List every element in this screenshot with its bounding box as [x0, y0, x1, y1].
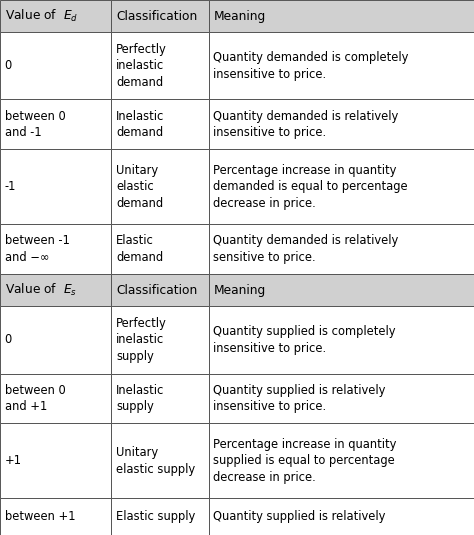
Bar — [111, 274, 209, 306]
Text: 0: 0 — [5, 59, 12, 72]
Bar — [0, 373, 111, 423]
Text: Elastic
demand: Elastic demand — [116, 234, 163, 264]
Bar — [209, 32, 474, 100]
Text: Percentage increase in quantity
supplied is equal to percentage
decrease in pric: Percentage increase in quantity supplied… — [213, 438, 397, 484]
Bar — [111, 100, 209, 149]
Bar — [0, 32, 111, 100]
Text: Quantity demanded is relatively
insensitive to price.: Quantity demanded is relatively insensit… — [213, 110, 399, 139]
Text: Classification: Classification — [116, 284, 197, 296]
Text: Unitary
elastic
demand: Unitary elastic demand — [116, 164, 163, 210]
Bar — [111, 0, 209, 32]
Bar — [0, 224, 111, 274]
Text: +1: +1 — [5, 454, 22, 467]
Text: Percentage increase in quantity
demanded is equal to percentage
decrease in pric: Percentage increase in quantity demanded… — [213, 164, 408, 210]
Bar — [111, 423, 209, 498]
Bar — [0, 100, 111, 149]
Bar — [111, 306, 209, 373]
Text: between 0
and +1: between 0 and +1 — [5, 384, 65, 413]
Text: Quantity demanded is relatively
sensitive to price.: Quantity demanded is relatively sensitiv… — [213, 234, 399, 264]
Text: Value of  $E_d$: Value of $E_d$ — [5, 8, 78, 24]
Text: between -1
and −∞: between -1 and −∞ — [5, 234, 70, 264]
Bar — [209, 274, 474, 306]
Text: Quantity demanded is completely
insensitive to price.: Quantity demanded is completely insensit… — [213, 51, 409, 81]
Bar — [209, 0, 474, 32]
Text: Quantity supplied is completely
insensitive to price.: Quantity supplied is completely insensit… — [213, 325, 396, 355]
Text: Inelastic
supply: Inelastic supply — [116, 384, 164, 413]
Text: Value of  $E_s$: Value of $E_s$ — [5, 282, 77, 298]
Bar — [0, 306, 111, 373]
Text: Elastic supply: Elastic supply — [116, 510, 195, 523]
Bar — [209, 498, 474, 535]
Text: Meaning: Meaning — [213, 284, 265, 296]
Bar — [209, 306, 474, 373]
Text: Classification: Classification — [116, 10, 197, 22]
Bar — [0, 423, 111, 498]
Text: Inelastic
demand: Inelastic demand — [116, 110, 164, 139]
Bar — [209, 373, 474, 423]
Bar — [209, 423, 474, 498]
Text: Quantity supplied is relatively: Quantity supplied is relatively — [213, 510, 386, 523]
Text: between +1: between +1 — [5, 510, 75, 523]
Text: between 0
and -1: between 0 and -1 — [5, 110, 65, 139]
Bar — [111, 149, 209, 224]
Text: Unitary
elastic supply: Unitary elastic supply — [116, 446, 195, 476]
Text: 0: 0 — [5, 333, 12, 346]
Bar — [209, 224, 474, 274]
Text: Perfectly
inelastic
demand: Perfectly inelastic demand — [116, 43, 167, 89]
Bar — [0, 274, 111, 306]
Text: -1: -1 — [5, 180, 16, 193]
Text: Meaning: Meaning — [213, 10, 265, 22]
Bar — [0, 0, 111, 32]
Bar — [111, 32, 209, 100]
Bar — [209, 100, 474, 149]
Text: Quantity supplied is relatively
insensitive to price.: Quantity supplied is relatively insensit… — [213, 384, 386, 413]
Bar — [0, 498, 111, 535]
Text: Perfectly
inelastic
supply: Perfectly inelastic supply — [116, 317, 167, 363]
Bar — [111, 224, 209, 274]
Bar — [209, 149, 474, 224]
Bar — [111, 498, 209, 535]
Bar — [111, 373, 209, 423]
Bar — [0, 149, 111, 224]
